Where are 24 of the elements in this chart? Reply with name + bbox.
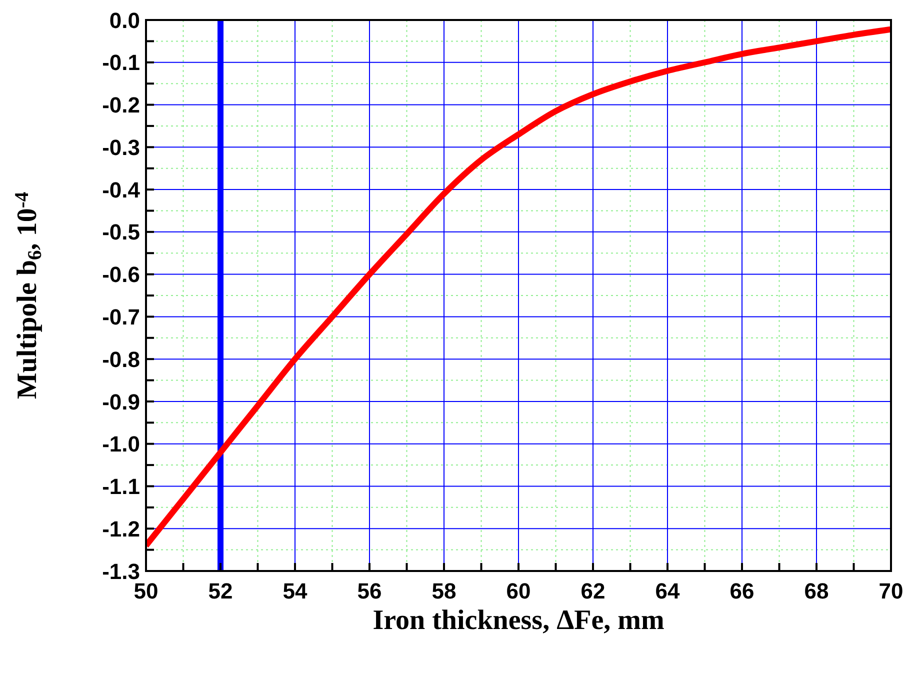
x-tick-label: 52 — [208, 578, 233, 604]
x-tick-label: 58 — [432, 578, 456, 604]
y-tick-label: -0.4 — [102, 177, 141, 202]
x-tick-label: 64 — [655, 578, 680, 604]
x-tick-label: 66 — [730, 578, 754, 604]
y-tick-label: -0.9 — [102, 389, 140, 414]
y-tick-label: -0.1 — [102, 50, 140, 76]
y-tick-label: -0.3 — [102, 134, 140, 160]
x-axis-title: Iron thickness, ΔFe, mm — [372, 605, 664, 636]
x-tick-label: 62 — [580, 578, 606, 604]
x-tick-label: 56 — [357, 578, 382, 604]
y-tick-label: -0.6 — [102, 262, 140, 288]
x-tick-label: 60 — [506, 578, 531, 604]
y-tick-label: -1.0 — [102, 432, 140, 457]
y-tick-label: -0.2 — [102, 92, 140, 118]
y-tick-label: -1.2 — [102, 516, 140, 542]
y-tick-label: -1.1 — [102, 474, 140, 500]
y-tick-label: -0.7 — [102, 304, 140, 330]
y-tick-label: 0.0 — [109, 8, 140, 33]
x-tick-label: 54 — [282, 578, 308, 604]
y-tick-label: -0.5 — [102, 220, 140, 245]
y-tick-label: -0.8 — [102, 346, 140, 372]
x-tick-label: 70 — [878, 578, 904, 604]
x-tick-label: 68 — [804, 578, 829, 604]
